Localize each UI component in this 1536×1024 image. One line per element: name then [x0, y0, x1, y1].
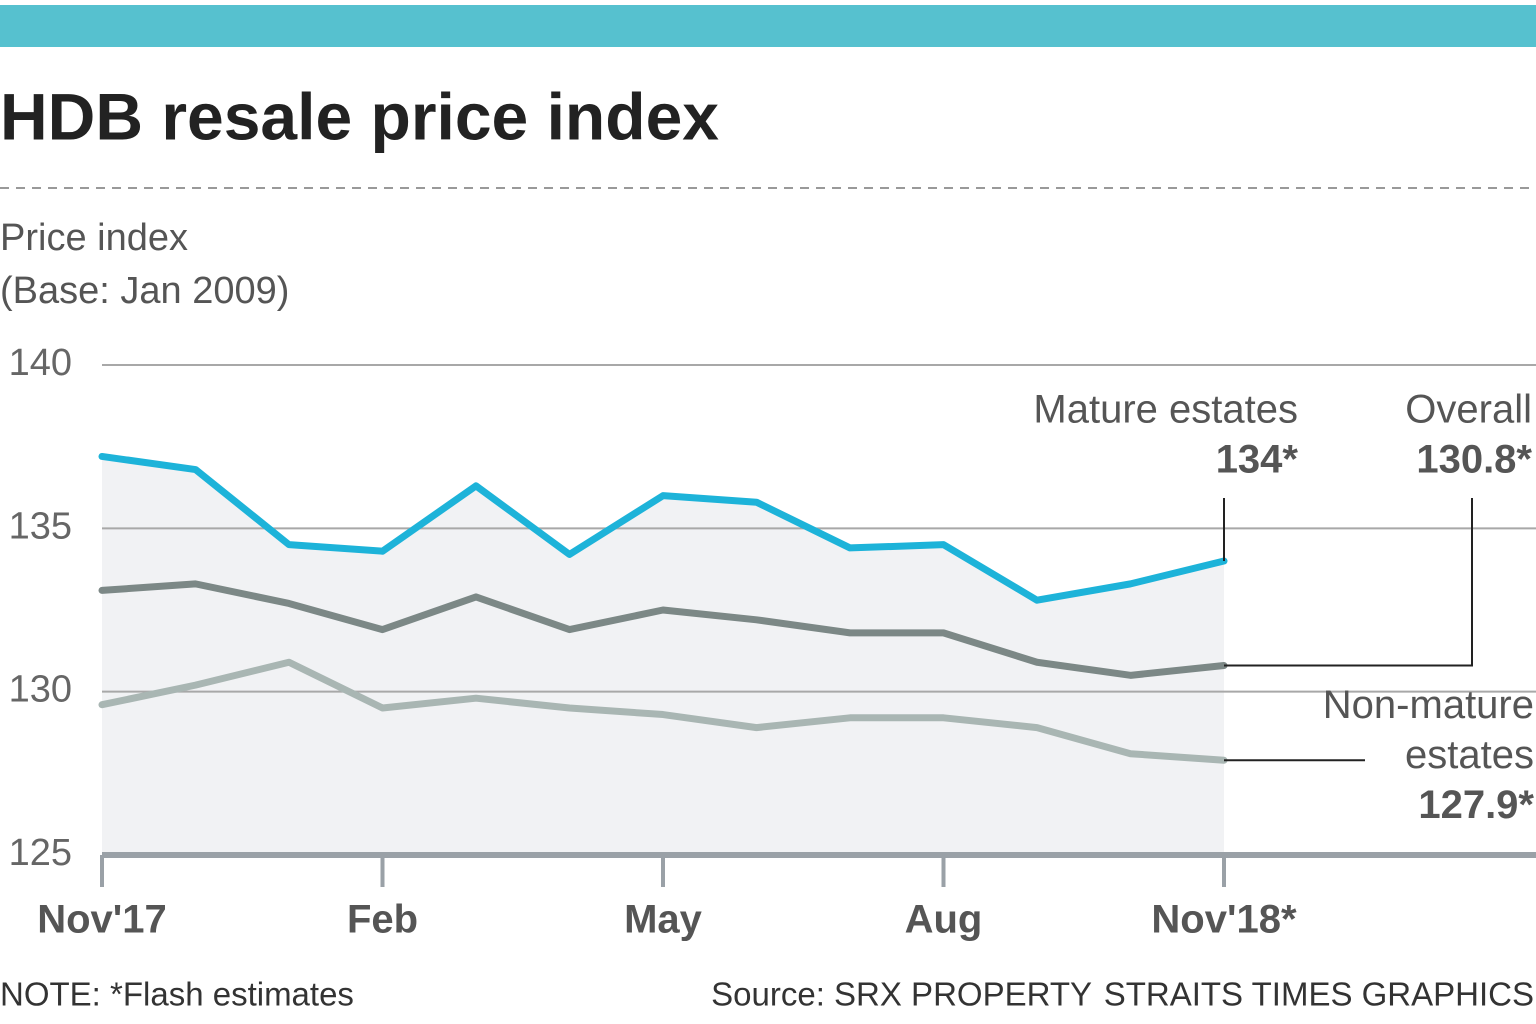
- x-tick-label: May: [624, 898, 703, 942]
- value-label: 130.8*: [1416, 438, 1532, 482]
- y-tick-label: 135: [9, 505, 72, 547]
- area: [102, 456, 1224, 855]
- value-label: 127.9*: [1418, 783, 1534, 827]
- x-tick-label: Feb: [347, 898, 418, 942]
- series-name: Overall: [1405, 388, 1532, 432]
- credit: STRAITS TIMES GRAPHICS: [1104, 976, 1534, 1013]
- x-tick-label: Nov'18*: [1151, 898, 1297, 942]
- series-name: Non-mature estates: [1322, 683, 1534, 777]
- x-tick-label: Aug: [905, 898, 983, 942]
- line: [98, 452, 1228, 604]
- y-tick-label: 140: [9, 342, 72, 384]
- line: [98, 580, 1228, 679]
- series-name: Mature estates: [1033, 388, 1298, 432]
- value-label: 134*: [1216, 438, 1299, 482]
- leader-line: [1224, 498, 1473, 667]
- chart-title: HDB resale price index: [0, 79, 719, 153]
- y-axis-label: Price index: [0, 217, 188, 259]
- y-tick-label: 130: [9, 669, 72, 711]
- y-tick-label: 125: [9, 832, 72, 874]
- y-axis-label: (Base: Jan 2009): [0, 270, 289, 312]
- series-label: Non-mature estates 127.9*: [1284, 680, 1534, 830]
- x-tick-label: Nov'17: [37, 898, 167, 942]
- top-band: [0, 5, 1536, 47]
- line: [98, 658, 1228, 764]
- source: Source: SRX PROPERTY: [711, 976, 1092, 1013]
- note: NOTE: *Flash estimates: [0, 976, 354, 1013]
